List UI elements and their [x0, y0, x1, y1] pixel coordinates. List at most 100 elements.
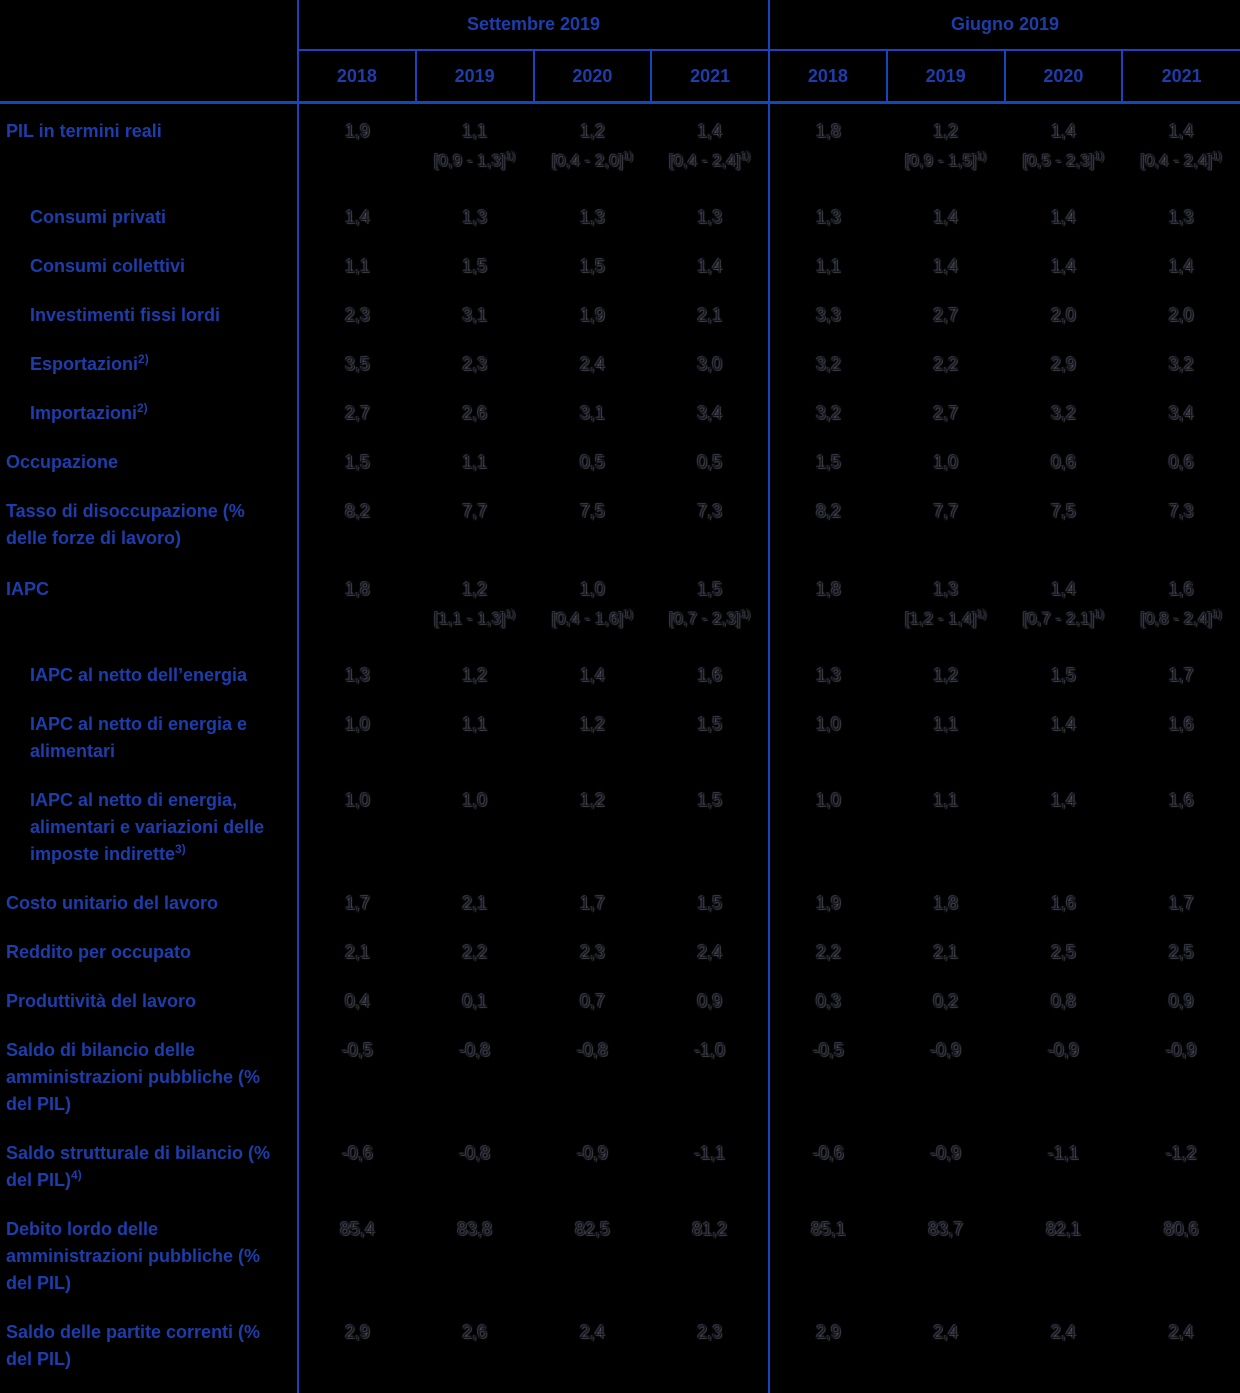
- range-footnote-sup: 1): [505, 608, 516, 621]
- value-cell: -1,0: [694, 1040, 726, 1060]
- range-footnote-sup: 1): [1094, 150, 1105, 163]
- value-cell: 1,4: [1050, 790, 1076, 810]
- value-cell: 3,2: [1168, 354, 1194, 374]
- value-cell: 1,7: [1168, 893, 1194, 913]
- value-cell: -0,9: [930, 1143, 962, 1163]
- table-row: Esportazioni2) 3,5 2,3 2,4 3,0 3,2 2,2 2,9 3,2: [0, 339, 1240, 388]
- value-cell: 1,6: [1168, 714, 1194, 734]
- value-cell: 3,4: [1168, 403, 1194, 423]
- value-cell: 7,3: [1168, 501, 1194, 521]
- row-label: Importazioni2): [0, 388, 299, 437]
- value-cell: 3,1: [462, 305, 488, 325]
- value-cell: 1,4: [1168, 121, 1194, 141]
- value-cell: 1,5: [697, 790, 723, 810]
- value-cell: 8,2: [768, 486, 887, 562]
- table-row: PIL in termini reali 1,9 1,1 1,2 1,4 1,8 1,2 1…: [0, 102, 1240, 147]
- year-header-row: 2018 2019 2020 2021 2018 2019 2020 2021: [0, 50, 1240, 104]
- row-label-text: Saldo delle partite correnti (% del PIL): [6, 1322, 261, 1369]
- value-cell: 1,1: [462, 452, 488, 472]
- row-label: Tasso di disoccupazione (% delle forze d…: [0, 486, 299, 562]
- value-cell: 1,0: [579, 579, 605, 599]
- corner-cell: [0, 50, 298, 104]
- value-cell: 0,3: [768, 976, 887, 1025]
- value-cell: 0,5: [579, 452, 605, 472]
- value-cell: 1,6: [1168, 579, 1194, 599]
- row-label: [0, 605, 299, 650]
- value-cell: 2,6: [415, 1307, 534, 1393]
- value-cell: 81,2: [692, 1219, 728, 1239]
- value-cell: 2,1: [462, 893, 488, 913]
- year-header: 2020: [1003, 50, 1123, 104]
- range-footnote-sup: 1): [1212, 608, 1222, 621]
- row-label-text: Debito lordo delle amministrazioni pubbl…: [6, 1219, 261, 1293]
- value-cell: 0,7: [579, 991, 605, 1011]
- value-cell: 1,8: [768, 562, 887, 605]
- row-label: Consumi collettivi: [0, 241, 299, 290]
- value-cell: 1,3: [462, 207, 488, 227]
- row-label: PIL in termini reali: [0, 102, 299, 147]
- value-cell: 1,2: [462, 665, 488, 685]
- value-cell: 2,4: [1004, 1307, 1123, 1393]
- value-cell: 1,5: [697, 579, 723, 599]
- value-cell: 3,5: [344, 354, 370, 374]
- value-cell: 1,4: [1050, 121, 1076, 141]
- table-row: Debito lordo delle amministrazioni pubbl…: [0, 1204, 1240, 1307]
- range-footnote-sup: 1): [740, 150, 751, 163]
- row-label-text: IAPC al netto dell’energia: [30, 665, 248, 685]
- value-cell: 0,5: [697, 452, 723, 472]
- value-cell: 2,0: [1168, 305, 1194, 325]
- range-cell: [768, 147, 887, 192]
- value-cell: 1,9: [768, 878, 887, 927]
- row-label: Saldo delle partite correnti (% del PIL): [0, 1307, 299, 1393]
- column-group-header-giugno: Giugno 2019: [769, 0, 1240, 51]
- row-label: Occupazione: [0, 437, 299, 486]
- row-label-text: Consumi collettivi: [30, 256, 186, 276]
- row-label-text: PIL in termini reali: [6, 121, 162, 141]
- value-cell: -1,1: [1047, 1143, 1079, 1163]
- value-cell: 0,9: [697, 991, 723, 1011]
- value-cell: 1,3: [768, 192, 887, 241]
- value-cell: 1,0: [344, 790, 370, 810]
- value-cell: 83,8: [457, 1219, 493, 1239]
- value-cell: 2,4: [697, 942, 723, 962]
- corner-cell: [0, 0, 299, 50]
- range-cell: [0,9 - 1,5]1): [904, 150, 987, 170]
- value-cell: 85,4: [339, 1219, 375, 1239]
- table-row: Produttività del lavoro 0,4 0,1 0,7 0,9 0,3 0…: [0, 976, 1240, 1025]
- row-label-text: IAPC: [6, 579, 50, 599]
- row-label-text: Importazioni: [30, 403, 137, 423]
- value-cell: -0,9: [1047, 1040, 1079, 1060]
- value-cell: -0,9: [576, 1143, 608, 1163]
- value-cell: 1,3: [579, 207, 605, 227]
- value-cell: 1,9: [579, 305, 605, 325]
- range-cell: [0,9 - 1,3]1): [433, 150, 516, 170]
- value-cell: 2,9: [768, 1307, 887, 1393]
- row-label-text: Esportazioni: [30, 354, 139, 374]
- value-cell: 1,1: [933, 790, 959, 810]
- value-cell: 0,6: [1168, 452, 1194, 472]
- row-label: Investimenti fissi lordi: [0, 290, 299, 339]
- value-cell: 1,3: [1168, 207, 1194, 227]
- value-cell: 3,0: [697, 354, 723, 374]
- value-cell: 3,2: [768, 388, 887, 437]
- value-cell: 0,4: [344, 991, 370, 1011]
- range-cell: [0,7 - 2,1]1): [1022, 608, 1105, 628]
- value-cell: 0,9: [1168, 991, 1194, 1011]
- value-cell: 1,0: [933, 452, 959, 472]
- value-cell: 82,1: [1045, 1219, 1081, 1239]
- value-cell: 2,0: [1050, 305, 1076, 325]
- value-cell: 1,4: [1168, 256, 1194, 276]
- value-cell: 0,2: [933, 991, 959, 1011]
- value-cell: 3,2: [768, 339, 887, 388]
- row-label: Costo unitario del lavoro: [0, 878, 299, 927]
- value-cell: 7,7: [462, 501, 488, 521]
- row-label-text: Saldo di bilancio delle amministrazioni …: [6, 1040, 261, 1114]
- row-label-text: Costo unitario del lavoro: [6, 893, 219, 913]
- value-cell: 0,6: [1050, 452, 1076, 472]
- row-label: IAPC al netto di energia e alimentari: [0, 699, 299, 775]
- value-cell: 1,4: [697, 121, 723, 141]
- range-cell: [0,4 - 2,0]1): [551, 150, 634, 170]
- value-cell: 3,1: [579, 403, 605, 423]
- column-group-header-settembre: Settembre 2019: [298, 0, 771, 51]
